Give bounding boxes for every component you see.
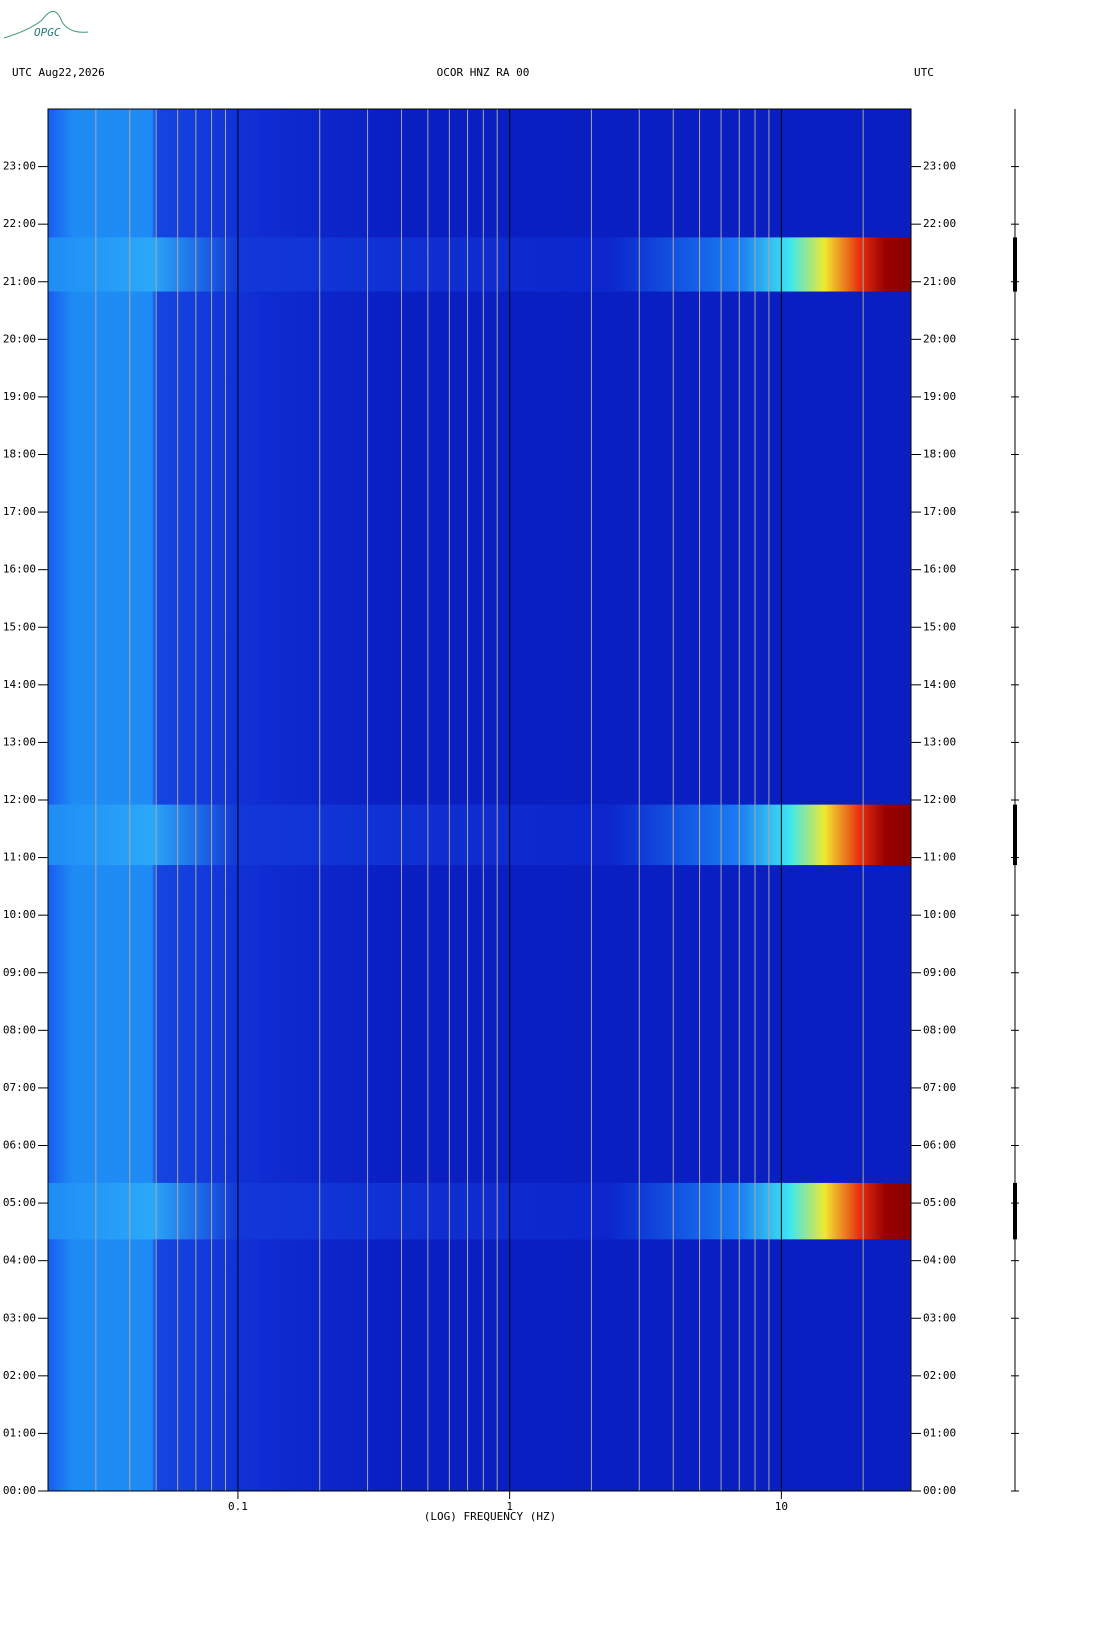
y-tick-label-right: 16:00 bbox=[923, 563, 956, 576]
y-tick-label: 10:00 bbox=[3, 908, 36, 921]
y-tick-label: 03:00 bbox=[3, 1311, 36, 1324]
y-tick-label: 22:00 bbox=[3, 217, 36, 230]
x-tick-label: 0.1 bbox=[228, 1500, 248, 1513]
y-tick-label: 16:00 bbox=[3, 563, 36, 576]
y-tick-label-right: 08:00 bbox=[923, 1023, 956, 1036]
y-tick-label-right: 05:00 bbox=[923, 1196, 956, 1209]
y-tick-label: 21:00 bbox=[3, 275, 36, 288]
y-tick-label-right: 02:00 bbox=[923, 1369, 956, 1382]
y-tick-label: 20:00 bbox=[3, 332, 36, 345]
y-tick-label-right: 21:00 bbox=[923, 275, 956, 288]
y-tick-label-right: 12:00 bbox=[923, 793, 956, 806]
y-tick-label: 18:00 bbox=[3, 448, 36, 461]
x-tick-label: 1 bbox=[506, 1500, 513, 1513]
plot-background bbox=[48, 109, 911, 1491]
time-zone: UTC bbox=[914, 66, 934, 79]
y-tick-label: 01:00 bbox=[3, 1426, 36, 1439]
y-tick-label-right: 00:00 bbox=[923, 1484, 956, 1497]
y-tick-label: 12:00 bbox=[3, 793, 36, 806]
y-tick-label: 08:00 bbox=[3, 1023, 36, 1036]
chart-title: OCOR HNZ RA 00 bbox=[437, 66, 530, 79]
y-tick-label-right: 06:00 bbox=[923, 1139, 956, 1152]
y-tick-label: 23:00 bbox=[3, 160, 36, 173]
logo-curve bbox=[3, 11, 89, 39]
y-tick-label: 02:00 bbox=[3, 1369, 36, 1382]
trace-burst bbox=[1013, 237, 1017, 292]
y-tick-label-right: 15:00 bbox=[923, 620, 956, 633]
y-tick-label-right: 18:00 bbox=[923, 448, 956, 461]
y-tick-label-right: 09:00 bbox=[923, 966, 956, 979]
logo: OPGC bbox=[34, 26, 61, 39]
y-tick-label-right: 04:00 bbox=[923, 1254, 956, 1267]
y-tick-label: 09:00 bbox=[3, 966, 36, 979]
event-band bbox=[48, 237, 911, 292]
y-tick-label: 15:00 bbox=[3, 620, 36, 633]
y-tick-label-right: 13:00 bbox=[923, 735, 956, 748]
y-tick-label-right: 03:00 bbox=[923, 1311, 956, 1324]
trace-burst bbox=[1013, 1182, 1017, 1240]
y-tick-label-right: 11:00 bbox=[923, 851, 956, 864]
y-tick-label: 06:00 bbox=[3, 1139, 36, 1152]
event-band bbox=[48, 804, 911, 866]
y-tick-label-right: 14:00 bbox=[923, 678, 956, 691]
y-tick-label: 04:00 bbox=[3, 1254, 36, 1267]
subtitle: UTC Aug22,2026 bbox=[12, 66, 105, 79]
y-tick-label: 07:00 bbox=[3, 1081, 36, 1094]
x-tick-label: 10 bbox=[775, 1500, 788, 1513]
y-tick-label: 17:00 bbox=[3, 505, 36, 518]
y-tick-label-right: 23:00 bbox=[923, 160, 956, 173]
y-tick-label: 19:00 bbox=[3, 390, 36, 403]
y-tick-label-right: 17:00 bbox=[923, 505, 956, 518]
event-band bbox=[48, 1182, 911, 1240]
y-tick-label: 13:00 bbox=[3, 735, 36, 748]
y-tick-label-right: 19:00 bbox=[923, 390, 956, 403]
y-tick-label-right: 20:00 bbox=[923, 332, 956, 345]
y-tick-label-right: 07:00 bbox=[923, 1081, 956, 1094]
y-tick-label: 14:00 bbox=[3, 678, 36, 691]
x-axis-label: (LOG) FREQUENCY (HZ) bbox=[424, 1510, 556, 1523]
y-tick-label: 05:00 bbox=[3, 1196, 36, 1209]
y-tick-label: 00:00 bbox=[3, 1484, 36, 1497]
trace-burst bbox=[1013, 804, 1017, 866]
y-tick-label: 11:00 bbox=[3, 851, 36, 864]
y-tick-label-right: 10:00 bbox=[923, 908, 956, 921]
y-tick-label-right: 22:00 bbox=[923, 217, 956, 230]
y-tick-label-right: 01:00 bbox=[923, 1426, 956, 1439]
